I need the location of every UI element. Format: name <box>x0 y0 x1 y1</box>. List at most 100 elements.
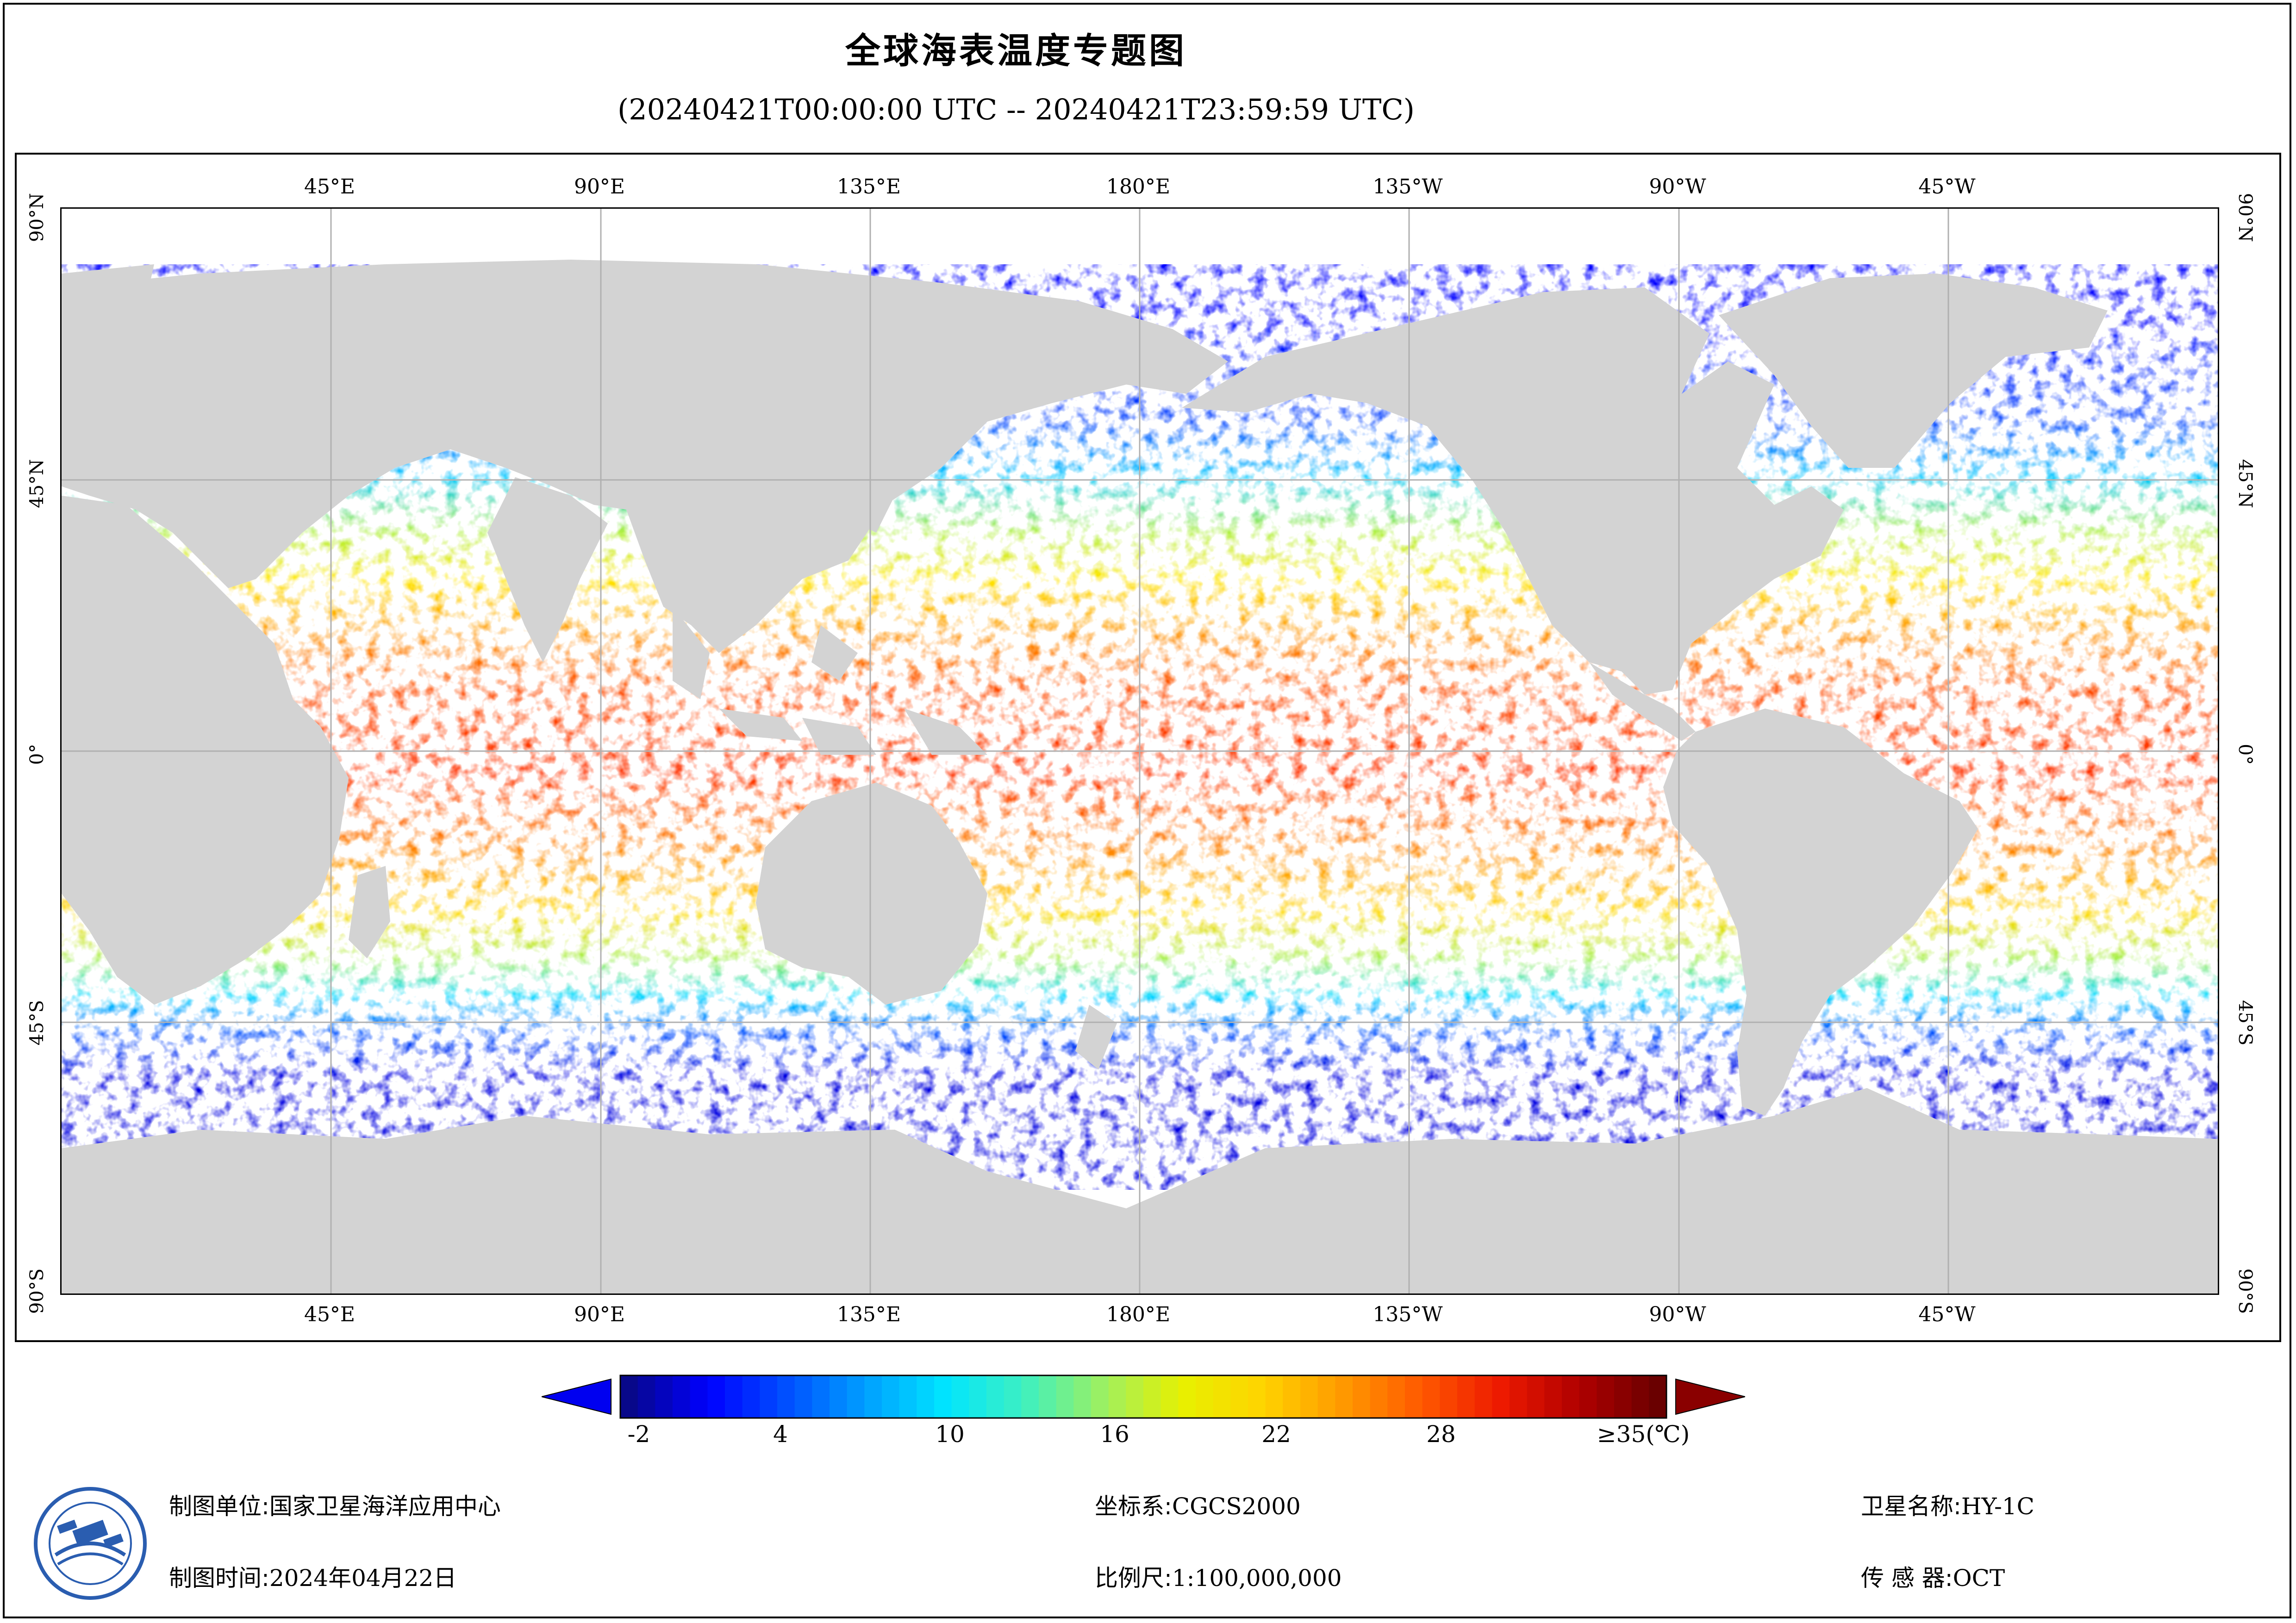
colorbar-cell <box>1474 1375 1493 1418</box>
map-time-label: 制图时间: <box>169 1565 269 1592</box>
colorbar-max-arrow <box>1675 1378 1746 1415</box>
colorbar-cell <box>1039 1375 1057 1418</box>
lon-label-top: 45°E <box>304 175 356 199</box>
lon-label-top: 135°E <box>836 175 901 199</box>
colorbar-cell <box>1405 1375 1423 1418</box>
lat-label-left: 90°S <box>26 1268 48 1314</box>
colorbar-cell <box>1440 1375 1458 1418</box>
colorbar-cell <box>1265 1375 1284 1418</box>
crs: 坐标系:CGCS2000 <box>1095 1488 1301 1521</box>
colorbar-cell <box>1335 1375 1353 1418</box>
colorbar-cell <box>1126 1375 1144 1418</box>
graticule <box>62 209 2218 1293</box>
colorbar-tick: -2 <box>627 1421 650 1448</box>
colorbar-cell <box>620 1375 638 1418</box>
lat-label-right: 45°S <box>2234 1000 2256 1046</box>
colorbar-cell <box>1300 1375 1318 1418</box>
sensor: 传 感 器:OCT <box>1861 1560 2005 1593</box>
colorbar-cell <box>1283 1375 1301 1418</box>
colorbar-min-arrow <box>541 1378 611 1415</box>
colorbar-cell <box>1196 1375 1214 1418</box>
lat-label-left: 45°N <box>26 459 48 508</box>
colorbar-tick: 10 <box>935 1421 965 1448</box>
lon-label-bottom: 90°W <box>1649 1303 1706 1326</box>
lon-label-bottom: 135°W <box>1373 1303 1443 1326</box>
colorbar-cell <box>777 1375 795 1418</box>
lon-label-bottom: 180°E <box>1106 1303 1171 1326</box>
colorbar-cell <box>1108 1375 1127 1418</box>
map-time: 制图时间:2024年04月22日 <box>169 1560 456 1593</box>
colorbar-cell <box>707 1375 725 1418</box>
time-range-subtitle: (20240421T00:00:00 UTC -- 20240421T23:59… <box>618 93 1415 126</box>
lon-label-bottom: 45°W <box>1918 1303 1976 1326</box>
map-unit-value: 国家卫星海洋应用中心 <box>269 1493 501 1520</box>
colorbar <box>541 1370 1746 1425</box>
colorbar-cell <box>847 1375 865 1418</box>
colorbar-cell <box>673 1375 691 1418</box>
lat-label-right: 0° <box>2234 744 2256 765</box>
satellite: 卫星名称:HY-1C <box>1861 1488 2034 1521</box>
colorbar-cell <box>1021 1375 1039 1418</box>
colorbar-cell <box>1544 1375 1562 1418</box>
colorbar-outline <box>619 1374 1667 1419</box>
colorbar-cell <box>1091 1375 1109 1418</box>
colorbar-cell <box>1230 1375 1248 1418</box>
nsoas-logo-icon <box>32 1486 148 1601</box>
lon-label-bottom: 90°E <box>574 1303 625 1326</box>
colorbar-tick: 22 <box>1261 1421 1291 1448</box>
colorbar-cells <box>619 1374 1667 1419</box>
map-unit-label: 制图单位: <box>169 1493 269 1520</box>
colorbar-tick: 28 <box>1426 1421 1456 1448</box>
lon-label-bottom: 45°E <box>304 1303 356 1326</box>
map-time-value: 2024年04月22日 <box>269 1565 457 1592</box>
map-frame <box>15 153 2281 1342</box>
scale-value: 1:100,000,000 <box>1172 1565 1342 1592</box>
sst-map <box>60 207 2219 1295</box>
colorbar-cell <box>951 1375 970 1418</box>
colorbar-cell <box>934 1375 952 1418</box>
colorbar-cell <box>1213 1375 1231 1418</box>
satellite-value: HY-1C <box>1961 1493 2034 1520</box>
colorbar-cell <box>760 1375 778 1418</box>
page-title: 全球海表温度专题图 <box>845 30 1187 71</box>
sensor-label: 传 感 器: <box>1861 1565 1953 1592</box>
colorbar-cell <box>864 1375 882 1418</box>
colorbar-cell <box>917 1375 935 1418</box>
colorbar-cell <box>1143 1375 1161 1418</box>
lon-label-top: 90°E <box>574 175 625 199</box>
satellite-label: 卫星名称: <box>1861 1493 1961 1520</box>
colorbar-cell <box>1614 1375 1632 1418</box>
colorbar-cell <box>725 1375 743 1418</box>
colorbar-cell <box>1510 1375 1528 1418</box>
lat-label-left: 45°S <box>26 1000 48 1046</box>
scale-label: 比例尺: <box>1095 1565 1172 1592</box>
colorbar-cell <box>1248 1375 1266 1418</box>
colorbar-cell <box>637 1375 656 1418</box>
colorbar-cell <box>1422 1375 1441 1418</box>
colorbar-max-label: ≥35(℃) <box>1597 1421 1690 1448</box>
colorbar-cell <box>986 1375 1004 1418</box>
colorbar-cell <box>1370 1375 1388 1418</box>
colorbar-cell <box>1649 1375 1667 1418</box>
lon-label-bottom: 135°E <box>836 1303 901 1326</box>
page-border <box>3 3 2291 1618</box>
crs-value: CGCS2000 <box>1172 1493 1301 1520</box>
colorbar-cell <box>1579 1375 1597 1418</box>
colorbar-cell <box>1004 1375 1022 1418</box>
colorbar-cell <box>1457 1375 1475 1418</box>
colorbar-cell <box>830 1375 848 1418</box>
colorbar-cell <box>1073 1375 1092 1418</box>
colorbar-cell <box>812 1375 830 1418</box>
colorbar-tick: 4 <box>773 1421 788 1448</box>
colorbar-cell <box>794 1375 813 1418</box>
scale: 比例尺:1:100,000,000 <box>1095 1560 1342 1593</box>
colorbar-cell <box>1562 1375 1580 1418</box>
colorbar-tick: 16 <box>1100 1421 1129 1448</box>
colorbar-cell <box>969 1375 987 1418</box>
colorbar-cell <box>899 1375 917 1418</box>
colorbar-cell <box>1387 1375 1405 1418</box>
colorbar-cell <box>1527 1375 1545 1418</box>
lat-label-right: 45°N <box>2234 459 2256 508</box>
colorbar-cell <box>1056 1375 1074 1418</box>
crs-label: 坐标系: <box>1095 1493 1172 1520</box>
